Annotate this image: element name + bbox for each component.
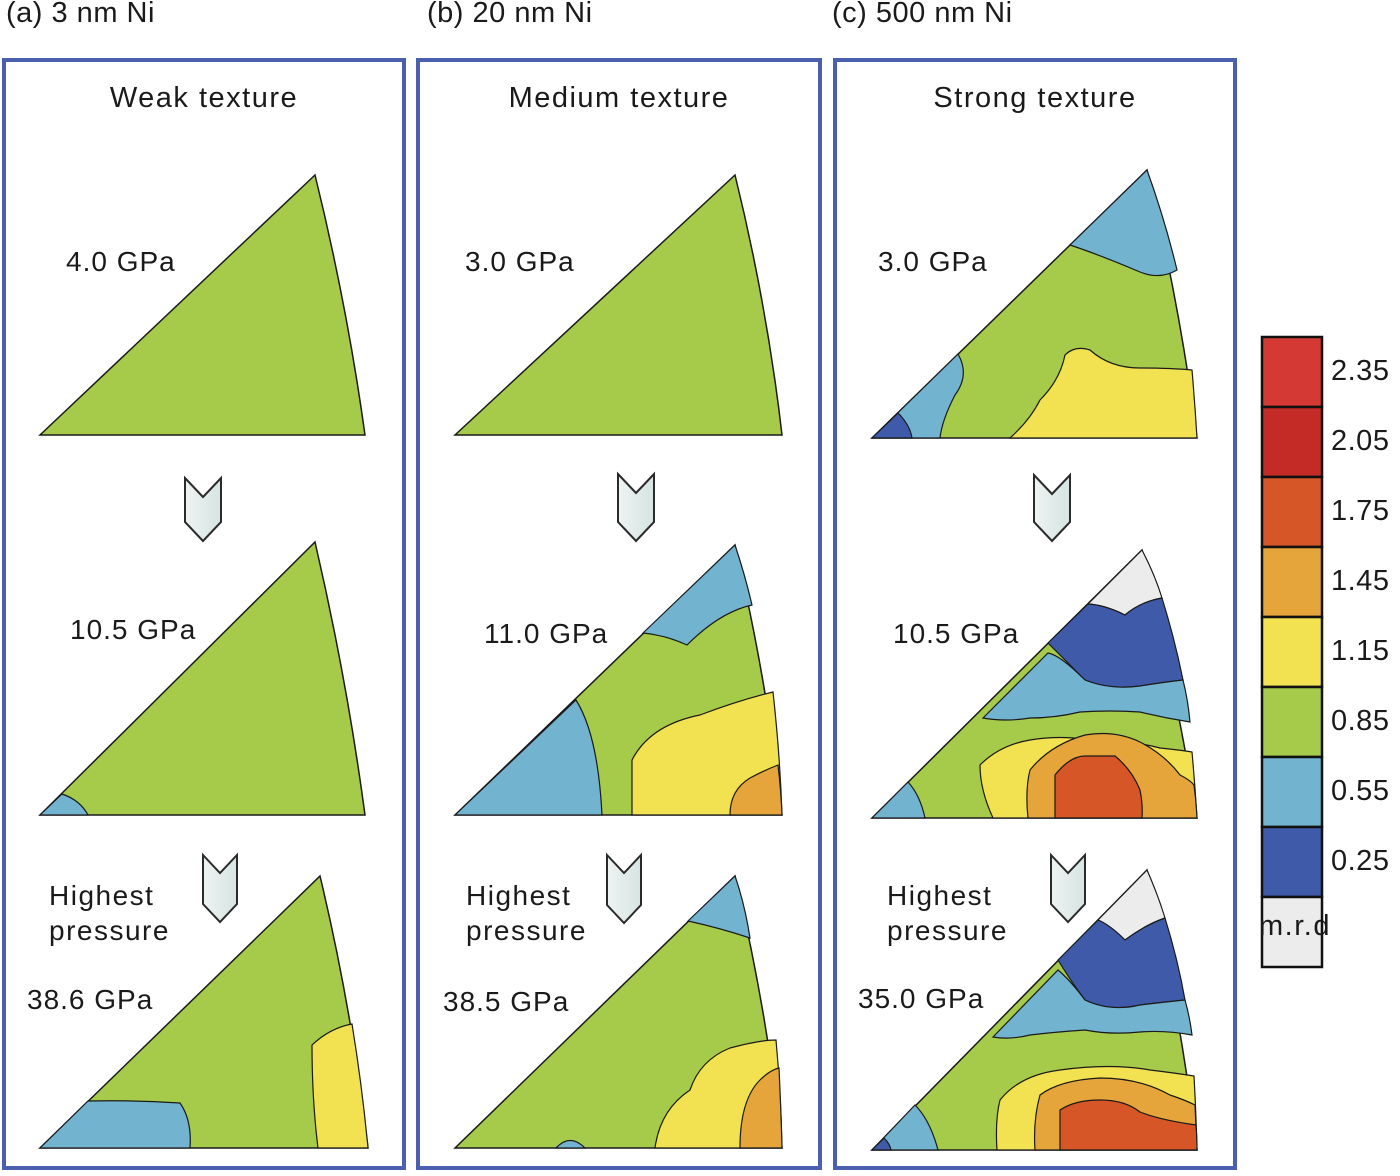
colorbar-swatch: [1260, 545, 1324, 619]
colorbar: [1260, 335, 1324, 969]
highest-line-2: pressure: [49, 915, 170, 946]
colorbar-tick-label: 0.25: [1331, 845, 1390, 877]
colorbar-tick-label: 2.05: [1331, 425, 1390, 457]
pressure-label: 10.5 GPa: [70, 614, 197, 645]
column-title-a: (a) 3 nm Ni: [6, 0, 155, 29]
colorbar-tick-label: 2.35: [1331, 355, 1390, 387]
highest-line-1: Highest: [887, 880, 993, 911]
highest-pressure-label: Highest pressure: [887, 878, 1008, 948]
pressure-label: 35.0 GPa: [858, 983, 985, 1014]
ipf-a1: [38, 173, 366, 436]
colorbar-swatch: [1260, 755, 1324, 829]
colorbar-unit: m.r.d: [1259, 910, 1331, 942]
ipf-c3: [870, 868, 1198, 1151]
colorbar-tick-label: 1.15: [1331, 635, 1390, 667]
colorbar-swatch: [1260, 615, 1324, 689]
down-arrow-icon: [606, 852, 642, 925]
pressure-label: 38.5 GPa: [443, 986, 570, 1017]
colorbar-tick-label: 0.55: [1331, 775, 1390, 807]
pressure-label: 3.0 GPa: [878, 246, 988, 277]
ipf-a2: [38, 540, 366, 816]
highest-line-1: Highest: [49, 880, 155, 911]
ipf-b1: [453, 173, 783, 436]
pressure-label: 4.0 GPa: [66, 246, 176, 277]
down-arrow-icon: [1033, 472, 1071, 543]
colorbar-swatch: [1260, 895, 1324, 969]
down-arrow-icon: [617, 471, 655, 543]
ipf-a3: [38, 874, 369, 1149]
texture-label: Medium texture: [508, 82, 730, 114]
colorbar-tick-label: 1.45: [1331, 565, 1390, 597]
column-title-b: (b) 20 nm Ni: [427, 0, 593, 29]
colorbar-swatch: [1260, 335, 1324, 409]
colorbar-swatch: [1260, 475, 1324, 549]
down-arrow-icon: [202, 852, 238, 924]
ipf-c2: [870, 548, 1198, 819]
highest-pressure-label: Highest pressure: [466, 878, 587, 948]
highest-line-2: pressure: [887, 915, 1008, 946]
colorbar-tick-label: 0.85: [1331, 705, 1390, 737]
down-arrow-icon: [184, 475, 222, 543]
colorbar-tick-label: 1.75: [1331, 495, 1390, 527]
pressure-label: 3.0 GPa: [465, 246, 575, 277]
pressure-label: 10.5 GPa: [893, 618, 1020, 649]
ipf-b2: [453, 543, 783, 816]
column-title-c: (c) 500 nm Ni: [832, 0, 1013, 29]
highest-line-1: Highest: [466, 880, 572, 911]
highest-pressure-label: Highest pressure: [49, 878, 170, 948]
texture-label: Weak texture: [109, 82, 299, 114]
texture-label: Strong texture: [933, 82, 1137, 114]
down-arrow-icon: [1050, 852, 1086, 924]
pressure-label: 38.6 GPa: [27, 984, 154, 1015]
highest-line-2: pressure: [466, 915, 587, 946]
pressure-label: 11.0 GPa: [484, 618, 609, 649]
ipf-b3: [453, 874, 783, 1149]
colorbar-swatch: [1260, 825, 1324, 899]
ipf-c1: [870, 168, 1198, 439]
colorbar-swatch: [1260, 685, 1324, 759]
colorbar-swatch: [1260, 405, 1324, 479]
